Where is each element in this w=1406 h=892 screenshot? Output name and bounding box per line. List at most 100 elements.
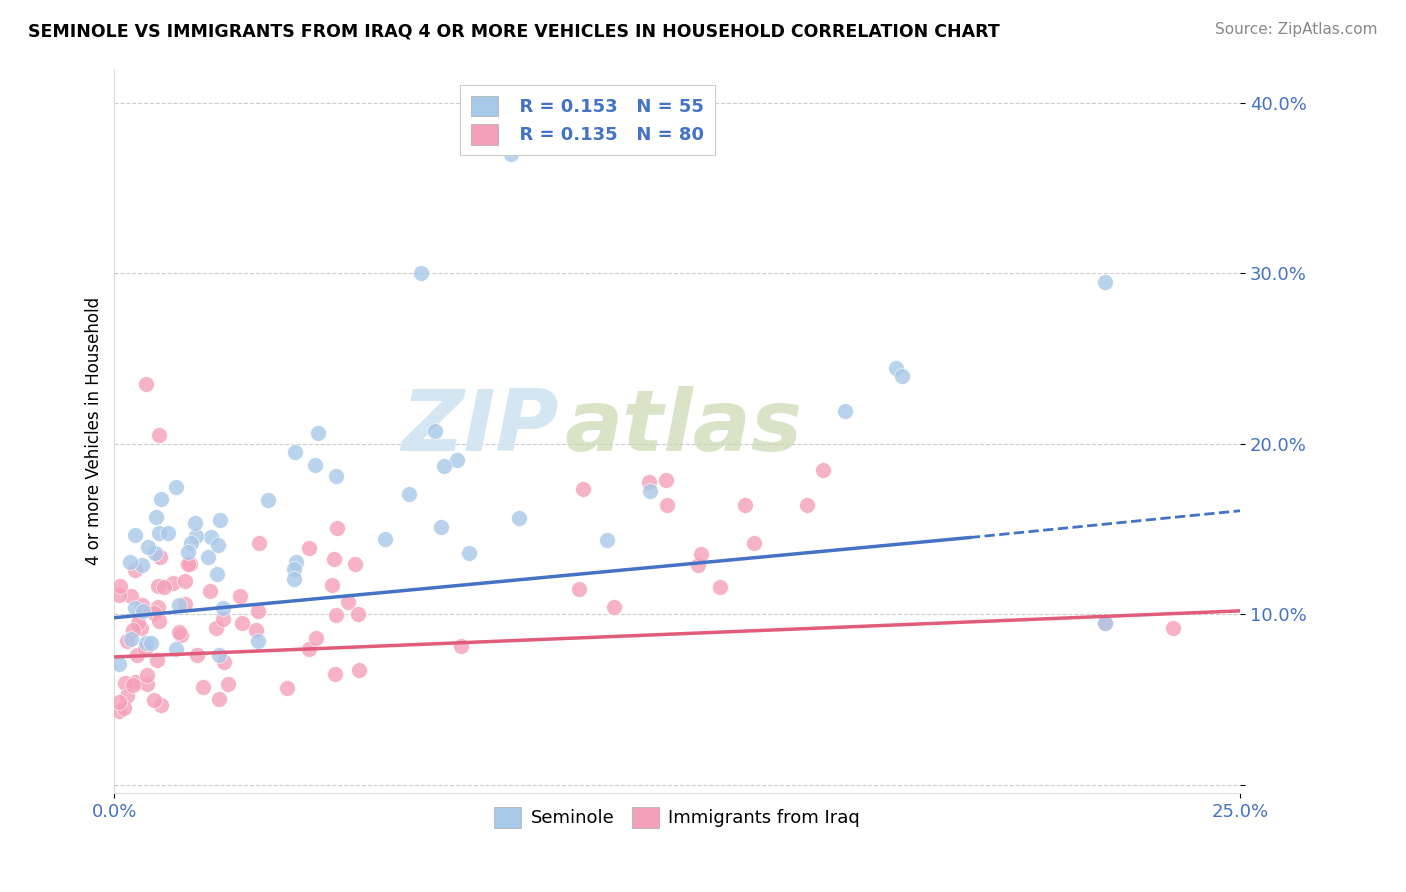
Point [325,521,347,535]
Point [148,615,170,629]
Point [120,589,142,603]
Point [409,266,432,280]
Point [638,483,661,498]
Point [115,689,138,703]
Point [207,538,229,552]
Point [398,487,420,501]
Point [307,425,329,440]
Point [285,555,308,569]
Point [135,676,157,690]
Point [446,453,468,467]
Point [450,639,472,653]
Point [146,653,169,667]
Point [146,600,169,615]
Point [169,599,191,613]
Point [568,582,591,597]
Point [734,498,756,512]
Point [118,555,141,569]
Point [572,483,595,497]
Point [127,616,149,631]
Point [122,678,145,692]
Point [304,458,326,472]
Point [229,589,252,603]
Point [321,578,343,592]
Point [217,676,239,690]
Point [1161,621,1184,635]
Point [176,557,198,571]
Point [143,606,166,620]
Point [212,601,235,615]
Point [430,520,453,534]
Point [124,675,146,690]
Point [325,469,347,483]
Point [603,599,626,614]
Point [198,584,221,599]
Point [122,624,145,638]
Point [283,561,305,575]
Point [173,574,195,589]
Point [184,516,207,530]
Point [200,530,222,544]
Point [193,680,215,694]
Point [283,572,305,586]
Point [177,545,200,559]
Point [247,536,270,550]
Point [156,526,179,541]
Point [125,648,148,662]
Text: SEMINOLE VS IMMIGRANTS FROM IRAQ 4 OR MORE VEHICLES IN HOUSEHOLD CORRELATION CHA: SEMINOLE VS IMMIGRANTS FROM IRAQ 4 OR MO… [28,22,1000,40]
Point [423,424,446,438]
Text: Source: ZipAtlas.com: Source: ZipAtlas.com [1215,22,1378,37]
Point [184,528,207,542]
Point [742,535,765,549]
Legend: Seminole, Immigrants from Iraq: Seminole, Immigrants from Iraq [486,800,868,835]
Point [284,445,307,459]
Point [1094,275,1116,289]
Point [1094,615,1116,630]
Point [212,655,235,669]
Point [174,597,197,611]
Point [112,700,135,714]
Point [145,509,167,524]
Point [131,604,153,618]
Point [347,607,370,622]
Point [325,608,347,623]
Point [108,704,131,718]
Text: ZIP: ZIP [401,386,560,469]
Point [120,632,142,646]
Point [148,525,170,540]
Point [323,666,346,681]
Point [690,547,713,561]
Y-axis label: 4 or more Vehicles in Household: 4 or more Vehicles in Household [86,297,103,565]
Point [688,558,710,572]
Point [305,631,328,645]
Point [595,533,617,547]
Point [149,550,172,565]
Point [134,641,156,656]
Point [108,588,131,602]
Point [115,633,138,648]
Point [834,404,856,418]
Point [637,475,659,489]
Point [135,377,157,392]
Point [180,536,202,550]
Point [1094,615,1116,630]
Point [655,498,678,512]
Point [135,636,157,650]
Point [209,513,232,527]
Point [114,676,136,690]
Point [499,146,522,161]
Point [811,462,834,476]
Point [212,612,235,626]
Point [150,698,173,712]
Point [655,473,678,487]
Point [276,681,298,695]
Point [374,533,396,547]
Point [207,566,229,581]
Point [148,428,170,442]
Point [124,563,146,577]
Point [709,580,731,594]
Point [108,657,131,672]
Point [146,578,169,592]
Point [245,623,267,637]
Point [197,549,219,564]
